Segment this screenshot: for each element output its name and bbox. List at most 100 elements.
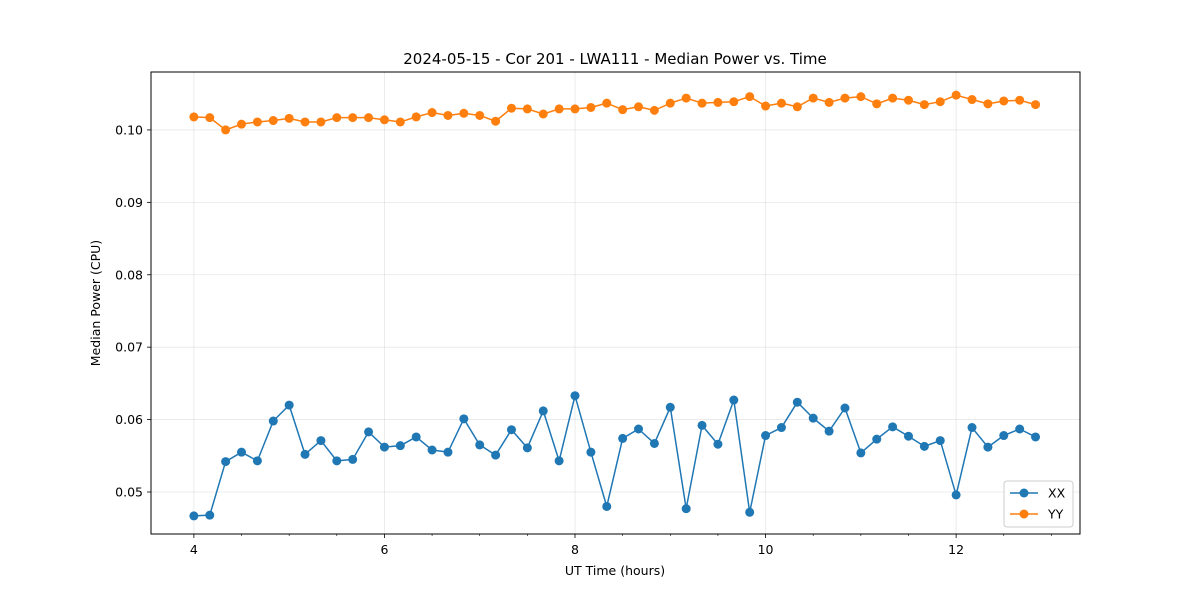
- data-point-yy: [427, 108, 437, 118]
- data-point-xx: [300, 449, 310, 459]
- data-point-yy: [268, 116, 278, 126]
- data-point-yy: [364, 113, 374, 123]
- y-tick-label: 0.08: [115, 267, 143, 282]
- data-point-yy: [856, 92, 866, 102]
- data-point-xx: [538, 406, 548, 416]
- data-point-yy: [379, 115, 389, 125]
- data-point-yy: [459, 108, 469, 118]
- legend-marker-xx: [1019, 488, 1029, 498]
- data-point-xx: [237, 447, 247, 457]
- data-point-yy: [1031, 100, 1041, 110]
- data-point-yy: [395, 117, 405, 127]
- data-point-yy: [761, 101, 771, 111]
- data-point-yy: [443, 110, 453, 120]
- data-point-xx: [951, 490, 961, 500]
- data-point-xx: [618, 433, 628, 443]
- data-point-yy: [475, 110, 485, 120]
- data-point-xx: [364, 427, 374, 437]
- data-point-yy: [586, 102, 596, 112]
- data-point-yy: [252, 117, 262, 127]
- y-tick-label: 0.10: [115, 122, 143, 137]
- data-point-xx: [491, 450, 501, 460]
- data-point-yy: [919, 100, 929, 110]
- plot-frame: [150, 71, 1081, 535]
- data-point-yy: [634, 102, 644, 112]
- data-point-xx: [935, 436, 945, 446]
- x-tick-label: 10: [758, 542, 774, 557]
- data-point-xx: [919, 441, 929, 451]
- data-point-xx: [808, 413, 818, 423]
- data-point-xx: [522, 443, 532, 453]
- data-point-xx: [967, 423, 977, 433]
- axis-ticks: 4 6 8 10 12 0.05 0.06 0.07 0.08 0.09 0.10: [115, 122, 1052, 557]
- data-point-xx: [776, 423, 786, 433]
- grid: [151, 72, 1080, 534]
- data-point-xx: [665, 402, 675, 412]
- data-point-yy: [967, 95, 977, 105]
- data-point-yy: [872, 99, 882, 109]
- data-point-yy: [903, 95, 913, 105]
- data-point-yy: [618, 105, 628, 115]
- data-point-yy: [554, 104, 564, 114]
- data-point-yy: [840, 93, 850, 103]
- data-point-yy: [332, 113, 342, 123]
- x-tick-label: 12: [948, 542, 964, 557]
- data-point-xx: [443, 447, 453, 457]
- data-point-yy: [411, 112, 421, 122]
- data-point-yy: [205, 113, 215, 123]
- data-point-yy: [999, 96, 1009, 106]
- y-tick-label: 0.06: [115, 412, 143, 427]
- data-point-yy: [300, 117, 310, 127]
- data-point-xx: [713, 439, 723, 449]
- data-point-yy: [745, 92, 755, 102]
- legend: XX YY: [1003, 480, 1074, 528]
- data-point-yy: [491, 116, 501, 126]
- data-point-yy: [506, 103, 516, 113]
- data-point-xx: [586, 447, 596, 457]
- data-point-yy: [935, 97, 945, 107]
- data-point-xx: [999, 431, 1009, 441]
- data-point-xx: [427, 445, 437, 455]
- y-tick-label: 0.05: [115, 485, 143, 500]
- data-point-yy: [348, 113, 358, 123]
- y-tick-label: 0.07: [115, 340, 143, 355]
- data-point-xx: [903, 431, 913, 441]
- data-point-yy: [538, 109, 548, 119]
- data-point-yy: [681, 93, 691, 103]
- data-point-xx: [506, 425, 516, 435]
- data-point-yy: [713, 97, 723, 107]
- data-point-xx: [872, 434, 882, 444]
- data-point-yy: [189, 112, 199, 122]
- data-point-xx: [792, 397, 802, 407]
- data-point-xx: [348, 454, 358, 464]
- data-point-xx: [205, 510, 215, 520]
- data-point-yy: [316, 117, 326, 127]
- data-point-xx: [1031, 432, 1041, 442]
- data-point-yy: [729, 97, 739, 107]
- data-point-yy: [808, 93, 818, 103]
- data-point-yy: [284, 113, 294, 123]
- data-point-yy: [221, 125, 231, 135]
- data-point-xx: [761, 431, 771, 441]
- x-axis-label: UT Time (hours): [565, 563, 665, 578]
- data-point-xx: [649, 438, 659, 448]
- data-point-xx: [475, 440, 485, 450]
- data-point-yy: [824, 97, 834, 107]
- data-point-xx: [459, 414, 469, 424]
- data-point-xx: [888, 422, 898, 432]
- data-point-yy: [697, 98, 707, 108]
- data-point-xx: [634, 424, 644, 434]
- data-point-yy: [951, 90, 961, 100]
- data-point-yy: [237, 119, 247, 129]
- y-tick-label: 0.09: [115, 195, 143, 210]
- data-point-xx: [554, 456, 564, 466]
- data-point-xx: [745, 507, 755, 517]
- data-point-xx: [983, 442, 993, 452]
- plot-area: [151, 72, 1080, 534]
- data-point-yy: [649, 105, 659, 115]
- data-point-yy: [522, 104, 532, 114]
- data-point-xx: [602, 501, 612, 511]
- legend-label-yy: YY: [1047, 507, 1064, 522]
- data-point-yy: [792, 102, 802, 112]
